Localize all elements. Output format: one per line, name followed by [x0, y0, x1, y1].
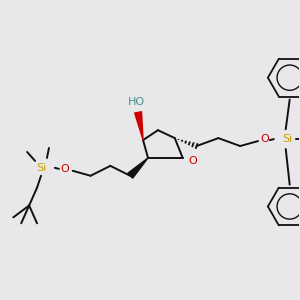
Text: HO: HO	[128, 98, 145, 107]
Text: Si: Si	[36, 163, 46, 173]
Text: O: O	[188, 156, 197, 166]
Text: Si: Si	[283, 134, 293, 144]
Polygon shape	[135, 112, 143, 140]
Polygon shape	[128, 158, 148, 178]
Text: O: O	[60, 164, 69, 174]
Text: O: O	[261, 134, 269, 144]
